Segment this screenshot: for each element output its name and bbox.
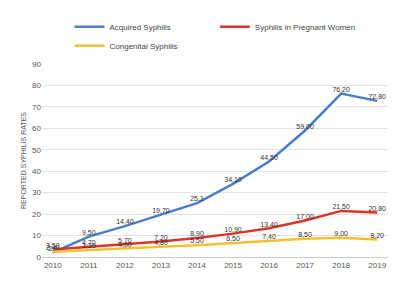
svg-text:2,1: 2,1 (48, 245, 58, 252)
svg-text:8,50: 8,50 (298, 231, 312, 238)
svg-text:0: 0 (37, 253, 42, 262)
svg-text:40: 40 (32, 167, 41, 176)
svg-text:10,90: 10,90 (224, 226, 242, 233)
svg-text:3,30: 3,30 (82, 242, 96, 249)
svg-text:2019: 2019 (368, 261, 386, 270)
svg-text:20,80: 20,80 (368, 205, 386, 212)
svg-text:4,00: 4,00 (118, 241, 132, 248)
svg-text:60: 60 (32, 124, 41, 133)
svg-text:2012: 2012 (116, 261, 134, 270)
svg-text:20: 20 (32, 210, 41, 219)
svg-text:Congenital Syphilis: Congenital Syphilis (110, 42, 178, 51)
svg-text:2,40: 2,40 (46, 244, 60, 251)
svg-text:80: 80 (32, 81, 41, 90)
svg-text:90: 90 (32, 60, 41, 69)
svg-text:2011: 2011 (80, 261, 98, 270)
svg-text:9,00: 9,00 (334, 230, 348, 237)
svg-text:2013: 2013 (152, 261, 170, 270)
svg-text:Acquired Syphilis: Acquired Syphilis (110, 23, 171, 32)
svg-text:17,00: 17,00 (296, 213, 314, 220)
svg-text:59,00: 59,00 (296, 123, 314, 130)
svg-text:2014: 2014 (188, 261, 206, 270)
svg-text:30: 30 (32, 188, 41, 197)
svg-text:2010: 2010 (44, 261, 62, 270)
svg-text:Syphilis in Pregnant Women: Syphilis in Pregnant Women (255, 23, 355, 32)
svg-text:10: 10 (32, 231, 41, 240)
svg-text:21,50: 21,50 (332, 203, 350, 210)
svg-text:4,70: 4,70 (82, 239, 96, 246)
svg-text:13,40: 13,40 (260, 221, 278, 228)
svg-text:9,50: 9,50 (82, 229, 96, 236)
svg-text:76,20: 76,20 (332, 86, 350, 93)
svg-text:14,40: 14,40 (116, 218, 134, 225)
svg-text:72,80: 72,80 (368, 93, 386, 100)
svg-text:2018: 2018 (332, 261, 350, 270)
svg-text:6,50: 6,50 (226, 235, 240, 242)
svg-text:8,20: 8,20 (370, 232, 384, 239)
svg-text:25,1: 25,1 (190, 195, 204, 202)
svg-text:2015: 2015 (224, 261, 242, 270)
svg-text:4,80: 4,80 (154, 239, 168, 246)
svg-text:5,70: 5,70 (118, 237, 132, 244)
svg-text:50: 50 (32, 146, 41, 155)
svg-text:3,50: 3,50 (46, 242, 60, 249)
svg-text:2016: 2016 (260, 261, 278, 270)
svg-text:7,40: 7,40 (262, 233, 276, 240)
svg-text:19,70: 19,70 (152, 207, 170, 214)
svg-text:44,50: 44,50 (260, 154, 278, 161)
svg-text:2017: 2017 (296, 261, 314, 270)
svg-text:8,90: 8,90 (190, 230, 204, 237)
svg-text:34,10: 34,10 (224, 176, 242, 183)
svg-text:70: 70 (32, 103, 41, 112)
svg-text:REPORTED SYPHILIS RATES: REPORTED SYPHILIS RATES (20, 112, 27, 209)
svg-text:7,20: 7,20 (154, 234, 168, 241)
svg-text:5,50: 5,50 (190, 237, 204, 244)
